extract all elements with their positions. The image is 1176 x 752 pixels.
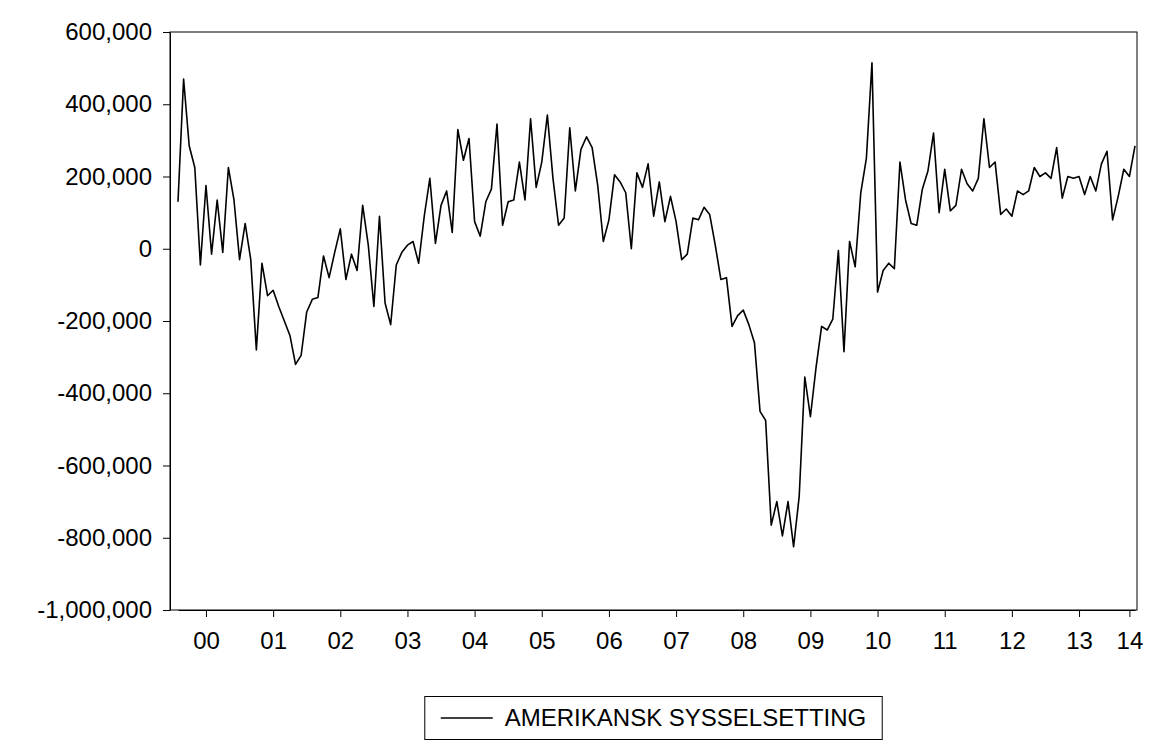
x-tick-label: 05 [529,627,556,654]
y-tick-label: -400,000 [57,379,152,406]
chart-container: -1,000,000 -800,000 -600,000 -400,000 -200,0… [0,0,1176,752]
y-axis: -1,000,000 -800,000 -600,000 -400,000 -200,0… [37,18,170,623]
y-tick: -600,000 [57,452,170,479]
legend-box [425,697,882,740]
x-tick: 05 [529,610,556,654]
y-tick-label: 600,000 [65,18,152,45]
x-tick: 11 [933,610,958,654]
y-tick: 600,000 [65,18,170,45]
y-tick-mark [163,177,170,178]
legend: AMERIKANSK SYSSELSETTING [425,697,882,740]
x-tick-mark [810,610,811,617]
x-tick: 13 [1066,610,1093,654]
y-tick: -800,000 [57,524,170,551]
x-tick-label: 11 [933,627,958,654]
x-tick-label: 13 [1066,627,1093,654]
x-tick-mark [407,610,408,617]
y-tick-label: 0 [139,235,152,262]
y-tick-mark [163,466,170,467]
x-tick-label: 03 [395,627,422,654]
x-tick-label: 04 [462,627,489,654]
x-tick: 07 [663,610,690,654]
y-tick-label: 400,000 [65,90,152,117]
x-tick-mark [340,610,341,617]
x-tick: 14 [1117,610,1144,654]
y-tick: -1,000,000 [37,596,170,623]
legend-swatch [441,717,493,719]
x-tick-label: 07 [663,627,690,654]
x-tick-label: 12 [999,627,1026,654]
plot-area [178,63,1135,547]
y-tick-mark [163,538,170,539]
series-line [178,63,1135,547]
legend-label: AMERIKANSK SYSSELSETTING [505,704,866,731]
background [0,0,1176,752]
y-axis-line [170,33,171,611]
plot-frame [170,32,1137,610]
x-tick: 06 [596,610,623,654]
y-tick-label: -1,000,000 [37,596,152,623]
x-tick: 01 [260,610,287,654]
y-tick-mark [163,393,170,394]
y-tick-mark [163,32,170,33]
x-tick: 09 [798,610,825,654]
x-tick-label: 02 [327,627,354,654]
x-tick-label: 14 [1117,627,1144,654]
x-tick-mark [945,610,946,617]
x-tick-label: 01 [260,627,287,654]
x-tick-label: 06 [596,627,623,654]
y-tick-mark [163,104,170,105]
legend-item: AMERIKANSK SYSSELSETTING [441,704,866,731]
x-tick-mark [743,610,744,617]
x-tick-mark [475,610,476,617]
x-tick-mark [878,610,879,617]
x-axis-line [179,610,1136,611]
y-tick-label: -600,000 [57,452,152,479]
x-tick-mark [542,610,543,617]
x-tick: 03 [395,610,422,654]
x-tick: 04 [462,610,489,654]
x-tick-label: 08 [730,627,757,654]
y-tick-mark [163,249,170,250]
x-tick-mark [206,610,207,617]
y-tick-label: -200,000 [57,307,152,334]
x-tick-mark [273,610,274,617]
y-tick: 400,000 [65,90,170,117]
y-tick-mark [163,610,170,611]
y-tick-label: 200,000 [65,163,152,190]
x-tick: 00 [193,610,220,654]
x-tick-label: 00 [193,627,220,654]
x-tick-label: 09 [798,627,825,654]
x-tick: 02 [327,610,354,654]
x-tick-mark [1129,610,1130,617]
y-tick-mark [163,321,170,322]
y-tick: 0 [139,235,170,262]
x-tick-mark [1012,610,1013,617]
x-tick-mark [676,610,677,617]
x-tick: 10 [865,610,892,654]
y-tick-label: -800,000 [57,524,152,551]
y-tick: -400,000 [57,379,170,406]
x-tick-mark [1079,610,1080,617]
y-tick: 200,000 [65,163,170,190]
y-tick: -200,000 [57,307,170,334]
chart-svg: -1,000,000 -800,000 -600,000 -400,000 -200,0… [0,0,1176,752]
x-tick: 12 [999,610,1026,654]
x-tick-label: 10 [865,627,892,654]
x-tick-mark [609,610,610,617]
x-tick: 08 [730,610,757,654]
x-axis: 00 01 02 03 04 05 06 07 08 09 10 11 12 13 14 [179,610,1144,654]
